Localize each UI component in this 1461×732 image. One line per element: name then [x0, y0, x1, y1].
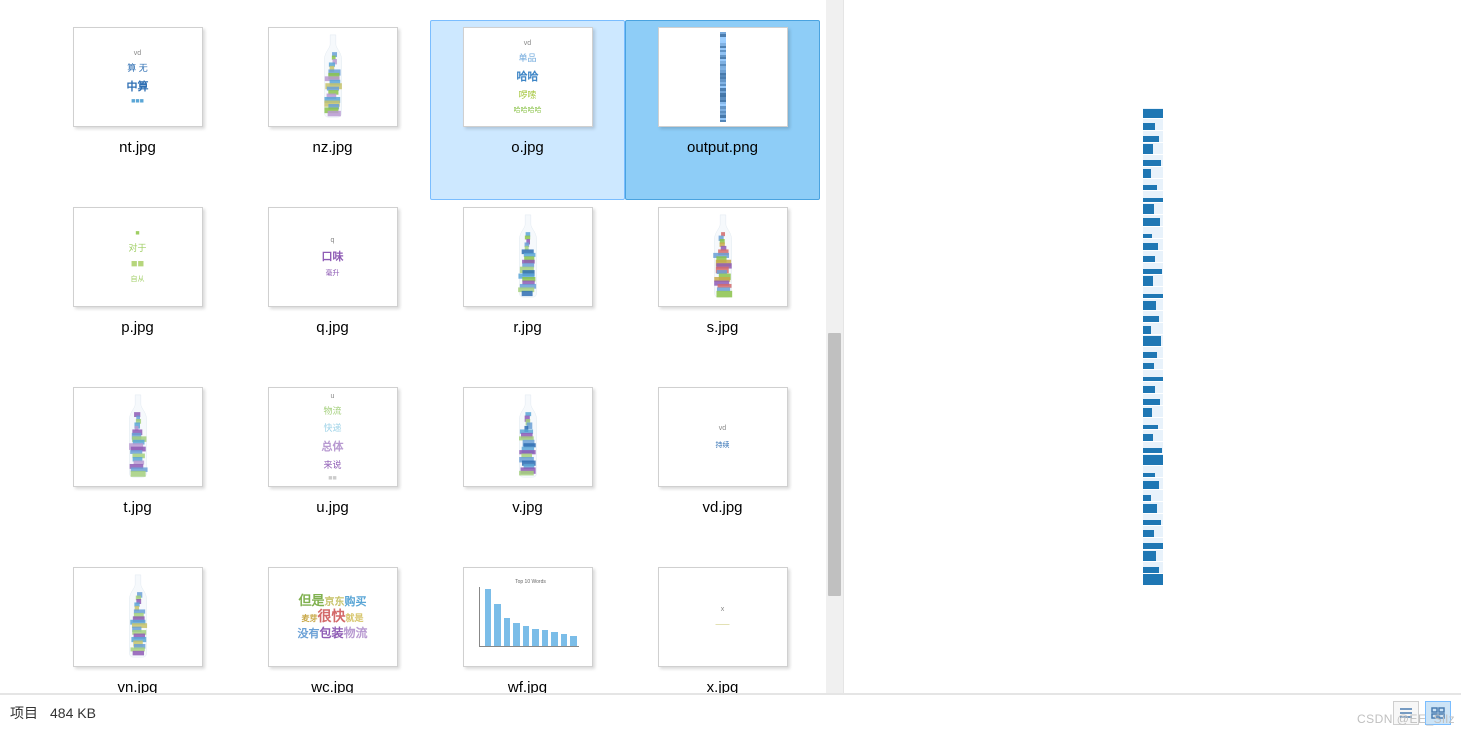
file-label: wf.jpg	[508, 679, 547, 693]
file-thumbnail: vd单品哈哈啰嗦哈哈哈哈	[463, 27, 593, 127]
file-item[interactable]: ■对于■■自从 p.jpg	[40, 200, 235, 380]
file-item[interactable]: Top 10 Words wf.jpg	[430, 560, 625, 693]
file-item[interactable]: u物流快递总体来说■■ u.jpg	[235, 380, 430, 560]
file-thumbnail: vd持续	[658, 387, 788, 487]
file-label: p.jpg	[121, 319, 154, 336]
file-label: v.jpg	[512, 499, 543, 516]
file-label: q.jpg	[316, 319, 349, 336]
file-thumbnail	[73, 387, 203, 487]
preview-image	[1142, 107, 1164, 587]
file-item[interactable]: vn.jpg	[40, 560, 235, 693]
file-thumbnail: Top 10 Words	[463, 567, 593, 667]
file-label: r.jpg	[513, 319, 541, 336]
file-grid-pane: vd算 无中算■■■ nt.jpg nz.jpg vd单品哈哈啰嗦哈哈哈哈 o.…	[0, 0, 843, 693]
file-label: nz.jpg	[312, 139, 352, 156]
file-thumbnail: ■对于■■自从	[73, 207, 203, 307]
file-thumbnail: x——	[658, 567, 788, 667]
file-thumbnail	[658, 207, 788, 307]
file-thumbnail: q口味毫升	[268, 207, 398, 307]
file-item[interactable]: s.jpg	[625, 200, 820, 380]
file-label: t.jpg	[123, 499, 151, 516]
status-bar: 项目 484 KB	[0, 694, 1461, 730]
file-grid: vd算 无中算■■■ nt.jpg nz.jpg vd单品哈哈啰嗦哈哈哈哈 o.…	[40, 0, 843, 693]
preview-pane	[843, 0, 1461, 693]
file-label: vd.jpg	[702, 499, 742, 516]
file-label: output.png	[687, 139, 758, 156]
file-thumbnail	[658, 27, 788, 127]
file-item[interactable]: output.png	[625, 20, 820, 200]
file-thumbnail: 但是京东购买麦芽很快就是没有包装物流	[268, 567, 398, 667]
file-thumbnail	[463, 207, 593, 307]
file-label: s.jpg	[707, 319, 739, 336]
file-label: u.jpg	[316, 499, 349, 516]
watermark-text: CSDN @EE_Silz	[1357, 712, 1455, 726]
file-label: o.jpg	[511, 139, 544, 156]
status-item-label: 项目	[10, 703, 38, 723]
file-item[interactable]: v.jpg	[430, 380, 625, 560]
file-item[interactable]: t.jpg	[40, 380, 235, 560]
file-thumbnail: u物流快递总体来说■■	[268, 387, 398, 487]
file-item[interactable]: 但是京东购买麦芽很快就是没有包装物流 wc.jpg	[235, 560, 430, 693]
file-thumbnail	[73, 567, 203, 667]
file-thumbnail	[463, 387, 593, 487]
file-label: nt.jpg	[119, 139, 156, 156]
file-item[interactable]: vd算 无中算■■■ nt.jpg	[40, 20, 235, 200]
scrollbar-thumb[interactable]	[828, 333, 841, 596]
file-label: vn.jpg	[117, 679, 157, 693]
file-item[interactable]: vd持续 vd.jpg	[625, 380, 820, 560]
file-thumbnail	[268, 27, 398, 127]
file-label: x.jpg	[707, 679, 739, 693]
main-area: vd算 无中算■■■ nt.jpg nz.jpg vd单品哈哈啰嗦哈哈哈哈 o.…	[0, 0, 1461, 694]
file-thumbnail: vd算 无中算■■■	[73, 27, 203, 127]
file-item[interactable]: x—— x.jpg	[625, 560, 820, 693]
vertical-scrollbar[interactable]	[826, 0, 843, 693]
file-item[interactable]: q口味毫升 q.jpg	[235, 200, 430, 380]
status-size-label: 484 KB	[50, 705, 96, 721]
file-item[interactable]: vd单品哈哈啰嗦哈哈哈哈 o.jpg	[430, 20, 625, 200]
file-label: wc.jpg	[311, 679, 354, 693]
file-item[interactable]: nz.jpg	[235, 20, 430, 200]
file-item[interactable]: r.jpg	[430, 200, 625, 380]
